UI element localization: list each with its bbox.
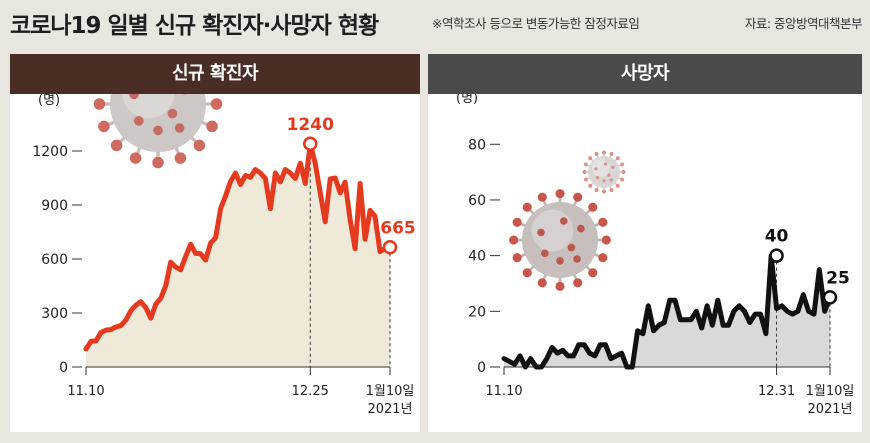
deaths-y-tick-label: 0: [477, 360, 486, 376]
data-source: 자료: 중앙방역대책본부: [744, 16, 863, 31]
deaths-panel: 사망자 (명) 0 20 40 60 80 11.10 12.31 1월10일 2021년 40 25: [428, 54, 862, 432]
coronavirus-illustration: [509, 189, 611, 291]
cases-annotation-label: 1240: [287, 115, 334, 135]
cases-y-tick-label: 300: [41, 306, 68, 322]
deaths-annotation-label: 40: [765, 227, 789, 247]
deaths-y-tick-label: 60: [468, 193, 486, 209]
provisional-data-note: ※역학조사 등으로 변동가능한 잠정자료임: [432, 16, 640, 31]
cases-x-tick-label: 11.10: [67, 384, 104, 399]
cases-y-tick-label: 1200: [32, 144, 68, 160]
deaths-panel-title: 사망자: [428, 54, 862, 94]
deaths-x-tick-label: 1월10일: [806, 384, 855, 399]
cases-x-tick-label: 1월10일: [366, 384, 415, 399]
cases-y-tick-label: 900: [41, 198, 68, 214]
cases-y-tick-label: 600: [41, 252, 68, 268]
cases-y-tick-label: 0: [59, 360, 68, 376]
coronavirus-illustration: [582, 150, 626, 194]
deaths-x-tick-label: 12.31: [758, 384, 795, 399]
page-title: 코로나19 일별 신규 확진자·사망자 현황: [10, 13, 379, 39]
deaths-y-tick-label: 80: [468, 137, 486, 153]
deaths-annotation-label: 25: [826, 268, 850, 288]
cases-chart: (명) 0 300 600 900 1200 11.10 12.25 1월10일 2021년 124…: [32, 94, 416, 417]
deaths-x-tick-label: 11.10: [485, 384, 522, 399]
cases-panel: 신규 확진자 (명) 0 300 600 900 1200 11.10 12.25 1월10일 2…: [10, 54, 420, 432]
deaths-annotation-marker: [769, 248, 784, 263]
deaths-chart: (명) 0 20 40 60 80 11.10 12.31 1월10일 2021년 40 25: [456, 94, 855, 417]
deaths-y-tick-label: 40: [468, 249, 486, 265]
deaths-y-axis-unit-label: (명): [456, 94, 478, 106]
coronavirus-illustration: [93, 94, 223, 169]
deaths-series-line: [501, 253, 833, 370]
cases-panel-title: 신규 확진자: [10, 54, 420, 94]
cases-x-tick-label: 12.25: [292, 384, 329, 399]
cases-annotation-marker: [303, 136, 318, 152]
deaths-x-tick-sublabel: 2021년: [807, 402, 852, 417]
cases-series-line: [83, 141, 393, 352]
cases-x-tick-sublabel: 2021년: [367, 402, 412, 417]
cases-y-axis-unit-label: (명): [38, 94, 60, 108]
cases-annotation-marker: [382, 240, 398, 255]
deaths-annotation-marker: [822, 290, 838, 305]
cases-area-fill: [86, 143, 390, 367]
deaths-area-fill: [504, 255, 830, 367]
cases-annotation-label: 665: [380, 218, 416, 238]
deaths-y-tick-label: 20: [468, 304, 486, 320]
